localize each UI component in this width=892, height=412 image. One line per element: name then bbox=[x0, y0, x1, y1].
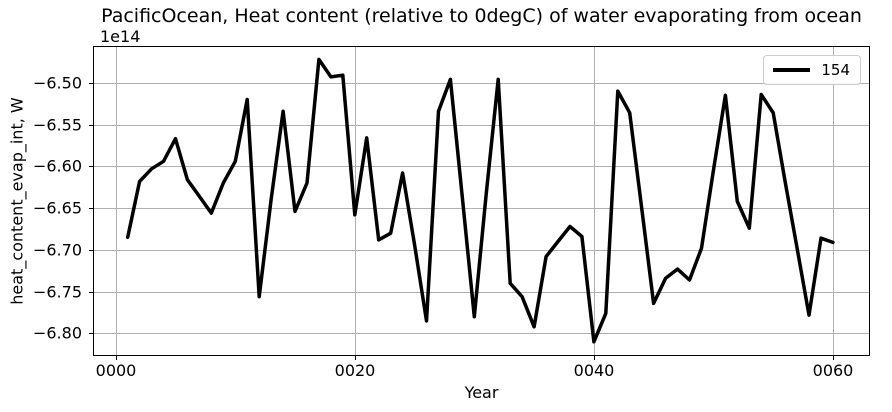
x-tick-label: 0040 bbox=[573, 361, 615, 380]
x-tick-label: 0000 bbox=[95, 361, 137, 380]
y-tick-label: −6.80 bbox=[32, 323, 82, 343]
x-tick-label: 0020 bbox=[334, 361, 376, 380]
y-tick-label: −6.55 bbox=[32, 115, 82, 135]
legend-label: 154 bbox=[821, 61, 850, 79]
x-axis-label: Year bbox=[464, 383, 499, 402]
chart-title: PacificOcean, Heat content (relative to … bbox=[101, 5, 862, 27]
y-tick-label: −6.60 bbox=[32, 156, 82, 176]
y-tick-label: −6.70 bbox=[32, 240, 82, 260]
legend-line-sample-icon bbox=[773, 68, 811, 72]
y-tick-label: −6.50 bbox=[32, 73, 82, 93]
y-tick-label: −6.75 bbox=[32, 282, 82, 302]
y-axis-label: heat_content_evap_int, W bbox=[7, 97, 27, 305]
y-tick-label: −6.65 bbox=[32, 198, 82, 218]
legend: 154 bbox=[763, 55, 861, 85]
x-tick-label: 0060 bbox=[812, 361, 854, 380]
y-axis-offset-label: 1e14 bbox=[100, 27, 141, 46]
